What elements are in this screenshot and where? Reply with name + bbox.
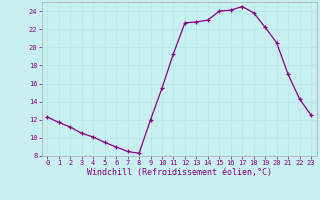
X-axis label: Windchill (Refroidissement éolien,°C): Windchill (Refroidissement éolien,°C) — [87, 168, 272, 177]
